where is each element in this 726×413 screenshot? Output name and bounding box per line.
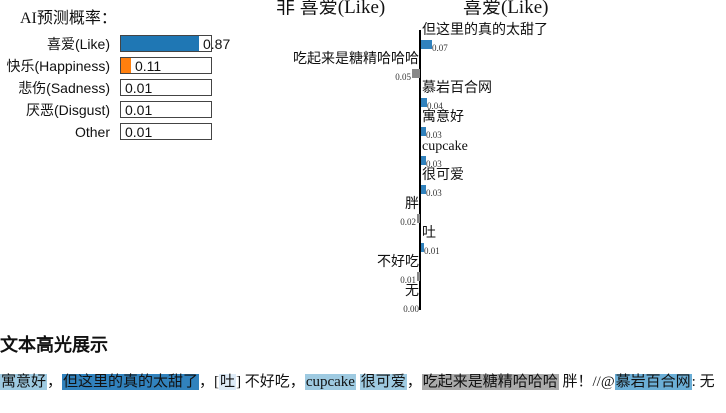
feature-label: cupcake xyxy=(422,139,468,154)
probability-label: 厌恶(Disgust) xyxy=(25,102,110,118)
feature-weight-value: 0.02 xyxy=(400,217,416,227)
probability-bar-fill xyxy=(121,36,199,51)
probability-bar-fill xyxy=(121,58,131,73)
highlighted-token: 但这里的真的太甜了 xyxy=(62,374,200,390)
probability-value: 0.01 xyxy=(125,80,153,96)
highlighted-token: 吐 xyxy=(219,374,237,390)
feature-weight-bar xyxy=(412,69,420,78)
feature-label: 很可爱 xyxy=(422,168,464,183)
plain-text: ] 不好吃， xyxy=(236,374,305,390)
plain-text: ， xyxy=(406,374,422,390)
probability-value: 0.11 xyxy=(135,58,162,74)
probability-row: 快乐(Happiness) 0.11 xyxy=(0,57,240,75)
probability-bar: 0.01 xyxy=(120,101,212,118)
probability-value: 0.01 xyxy=(125,102,153,118)
probability-row: Other 0.01 xyxy=(0,123,240,141)
probability-row: 喜爱(Like) 0.87 xyxy=(0,35,240,53)
feature-weight-value: 0.03 xyxy=(426,130,442,140)
feature-weight-bar xyxy=(417,272,420,281)
feature-weight-value: 0.00 xyxy=(403,304,419,314)
probability-label: Other xyxy=(74,124,110,140)
negative-class-header: 非 喜爱(Like) xyxy=(276,0,386,18)
feature-weight-bar xyxy=(421,185,426,194)
probability-row: 悲伤(Sadness) 0.01 xyxy=(0,79,240,97)
highlight-title: 文本高光展示 xyxy=(0,335,108,355)
feature-weight-value: 0.05 xyxy=(395,72,411,82)
feature-label: 无 xyxy=(405,284,419,299)
feature-weight-value: 0.07 xyxy=(432,43,448,53)
highlighted-token: cupcake xyxy=(304,374,356,390)
feature-weight-value: 0.03 xyxy=(426,159,442,169)
probability-bar: 0.11 xyxy=(120,57,212,74)
probability-value: 0.87 xyxy=(203,36,231,52)
feature-weight-bar xyxy=(421,98,427,107)
feature-label: 但这里的真的太甜了 xyxy=(422,23,548,38)
feature-label: 吐 xyxy=(422,226,436,241)
feature-weight-bar xyxy=(421,127,426,136)
feature-label: 寓意好 xyxy=(422,110,464,125)
positive-class-header: 喜爱(Like) xyxy=(463,0,549,18)
feature-label: 胖 xyxy=(405,197,419,212)
feature-weight-bar xyxy=(421,243,424,252)
explanation-axis xyxy=(419,30,421,310)
probability-value: 0.01 xyxy=(125,124,153,140)
plain-text: : 无 xyxy=(691,374,715,390)
probability-row: 厌恶(Disgust) 0.01 xyxy=(0,101,240,119)
highlighted-token: 很可爱 xyxy=(359,374,407,390)
feature-weight-value: 0.03 xyxy=(426,188,442,198)
probability-bar: 0.01 xyxy=(120,79,212,96)
feature-label: 慕岩百合网 xyxy=(422,81,492,96)
feature-weight-value: 0.01 xyxy=(400,275,416,285)
highlighted-token: 慕岩百合网 xyxy=(614,374,692,390)
probability-bar: 0.87 xyxy=(120,35,230,52)
feature-weight-bar xyxy=(417,214,420,223)
highlighted-token: 吃起来是糖精哈哈哈 xyxy=(421,374,559,390)
plain-text: ， xyxy=(47,374,63,390)
feature-weight-value: 0.01 xyxy=(424,246,440,256)
feature-weight-value: 0.04 xyxy=(427,101,443,111)
probability-label: 快乐(Happiness) xyxy=(6,58,110,74)
feature-weight-bar xyxy=(421,156,426,165)
highlighted-token: 寓意好 xyxy=(0,374,48,390)
probability-label: 喜爱(Like) xyxy=(46,36,110,52)
feature-label: 不好吃 xyxy=(377,255,419,270)
probability-label: 悲伤(Sadness) xyxy=(18,80,110,96)
plain-text: 胖！//@ xyxy=(558,374,615,390)
prediction-title: AI预测概率： xyxy=(20,10,117,27)
plain-text: ，[ xyxy=(199,374,220,390)
feature-weight-bar xyxy=(421,40,432,49)
probability-bar: 0.01 xyxy=(120,123,212,140)
highlighted-text: 寓意好，但这里的真的太甜了，[吐] 不好吃，cupcake 很可爱，吃起来是糖精… xyxy=(0,373,726,392)
feature-label: 吃起来是糖精哈哈哈 xyxy=(293,52,419,67)
